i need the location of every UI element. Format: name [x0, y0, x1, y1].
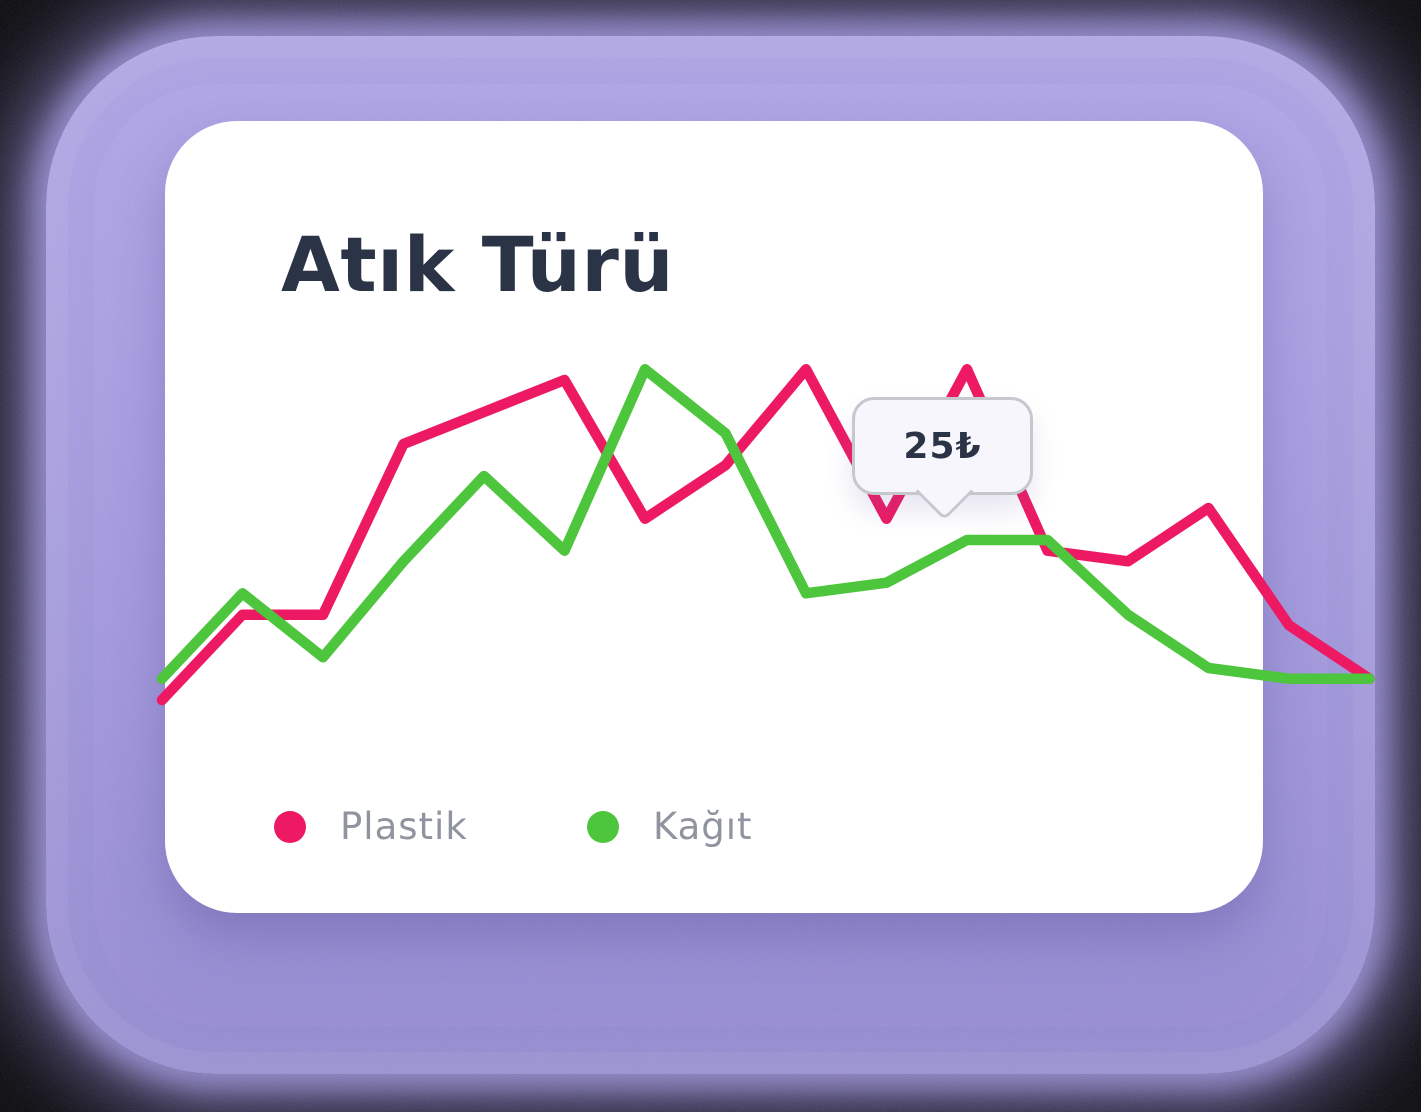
- plastik-legend-label: Plastik: [340, 805, 468, 848]
- kagit-legend-label: Kağıt: [653, 805, 753, 848]
- legend-item-kagit[interactable]: Kağıt: [587, 805, 753, 848]
- tooltip-value-label: 25₺: [903, 425, 982, 467]
- plastik-legend-dot-icon: [274, 810, 306, 843]
- chart-card: Atık Türü Plastik Kağıt: [165, 121, 1263, 913]
- card-title: Atık Türü: [281, 220, 674, 309]
- legend-item-plastik[interactable]: Plastik: [274, 805, 468, 848]
- tooltip: 25₺: [852, 397, 1033, 521]
- kagit-legend-dot-icon: [587, 810, 619, 843]
